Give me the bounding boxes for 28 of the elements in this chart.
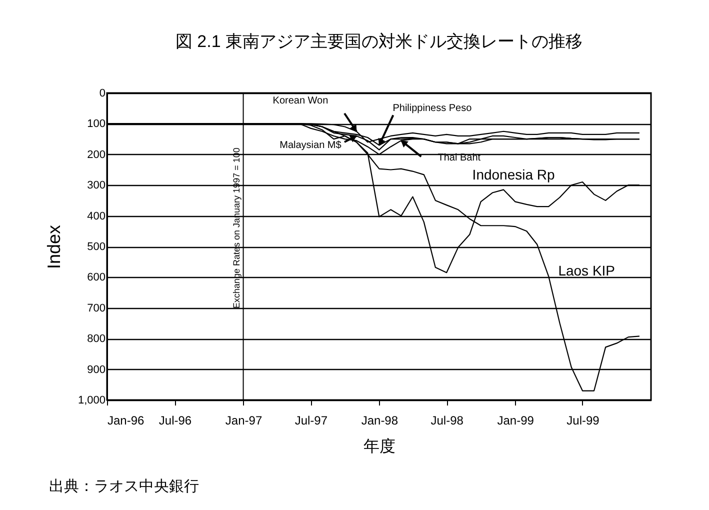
y-tick-label: 900 (87, 364, 106, 376)
y-tick-label: 400 (87, 210, 106, 222)
x-tick-label: Jul-98 (430, 414, 464, 428)
x-tick-label: Jul-99 (566, 414, 600, 428)
x-tick-label: Jan-97 (225, 414, 262, 428)
y-tick-label: 100 (87, 118, 106, 130)
y-tick-label: 300 (87, 180, 106, 192)
legend-label: Malaysian M$ (280, 140, 342, 151)
text: Philippiness Peso (392, 103, 472, 114)
y-tick-label: 1,000 (78, 394, 106, 406)
x-tick-label: Jan-98 (361, 414, 398, 428)
source-note: 出典：ラオス中央銀行 (49, 478, 199, 495)
x-axis-title: 年度 (364, 438, 396, 456)
y-axis-title: Index (44, 224, 64, 270)
series-label: Korean Won (272, 95, 328, 106)
x-tick-label: Jan-99 (497, 414, 534, 428)
x-tick-label: Jul-96 (158, 414, 192, 428)
y-tick-label: 200 (87, 148, 106, 161)
x-tick-label: Jan-96 (108, 414, 145, 428)
series-label: Indonesia Rp (472, 166, 556, 183)
series-label: Laos KIP (558, 262, 616, 278)
y-tick-label: 700 (87, 302, 106, 314)
y-tick-label: 600 (87, 272, 106, 284)
y-tick-label: 500 (87, 241, 106, 253)
y-tick-label: 800 (87, 333, 106, 346)
y-tick-label: 0 (99, 88, 106, 100)
chart-title: 図 2.1 東南アジア主要国の対米ドル交換レートの推移 (175, 32, 583, 51)
x-tick-label: Jul-97 (294, 414, 328, 428)
